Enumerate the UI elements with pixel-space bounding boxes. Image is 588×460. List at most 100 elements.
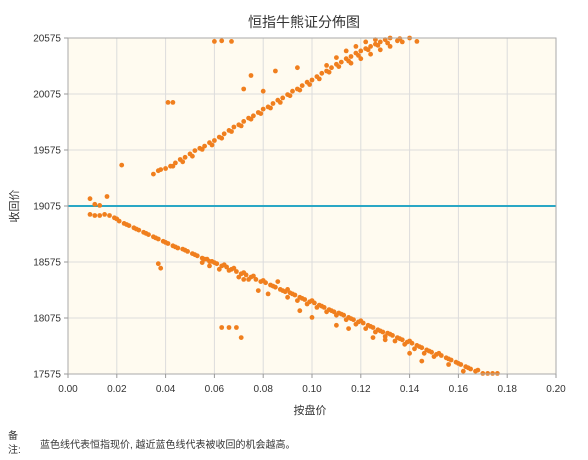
data-point bbox=[192, 148, 198, 154]
data-point bbox=[363, 39, 369, 45]
x-tick-label: 0.20 bbox=[546, 384, 566, 395]
data-point bbox=[338, 59, 344, 65]
data-point bbox=[246, 277, 252, 282]
x-tick-label: 0.10 bbox=[302, 384, 322, 395]
chart-title: 恒指牛熊证分佈图 bbox=[248, 14, 360, 30]
data-point bbox=[151, 171, 156, 177]
data-point bbox=[421, 350, 427, 356]
data-point bbox=[268, 105, 273, 111]
data-point bbox=[241, 270, 247, 275]
data-point bbox=[253, 277, 259, 282]
y-tick-label: 18075 bbox=[33, 314, 61, 325]
data-point bbox=[297, 87, 303, 93]
data-point bbox=[260, 278, 266, 283]
data-point bbox=[377, 39, 383, 45]
data-point bbox=[153, 235, 159, 241]
data-point bbox=[287, 93, 293, 99]
y-tick-label: 20075 bbox=[33, 90, 61, 101]
y-axis-ticks: 17575 18075 18575 19075 19575 20075 20575 bbox=[33, 34, 68, 381]
data-point bbox=[334, 55, 339, 60]
data-point bbox=[236, 274, 242, 280]
data-point bbox=[241, 86, 247, 92]
data-point bbox=[207, 263, 212, 269]
data-point bbox=[226, 325, 232, 330]
bull-bear-scatter-chart: 恒指牛熊证分佈图 0.00 0.02 0.04 0.06 0.08 0.10 0.12 0.1… bbox=[7, 14, 566, 417]
data-point bbox=[324, 309, 329, 315]
data-point bbox=[319, 70, 325, 76]
data-point bbox=[280, 288, 286, 293]
data-point bbox=[221, 131, 227, 137]
data-point bbox=[124, 222, 129, 227]
data-point bbox=[436, 350, 442, 356]
data-point bbox=[202, 143, 208, 149]
data-point bbox=[460, 368, 466, 374]
data-point bbox=[431, 354, 437, 359]
data-point bbox=[387, 331, 393, 337]
data-point bbox=[343, 48, 349, 54]
data-point bbox=[173, 160, 178, 166]
data-point bbox=[212, 138, 217, 143]
data-point bbox=[219, 135, 225, 141]
data-point bbox=[329, 65, 334, 71]
data-point bbox=[199, 260, 205, 265]
data-point bbox=[163, 166, 169, 171]
data-point bbox=[114, 216, 120, 222]
note-label: 备注: bbox=[8, 431, 21, 456]
data-point bbox=[375, 42, 381, 48]
data-point bbox=[265, 291, 271, 297]
data-point bbox=[480, 371, 486, 376]
data-point bbox=[309, 298, 315, 303]
data-point bbox=[297, 308, 303, 314]
x-tick-label: 0.04 bbox=[156, 384, 176, 395]
data-point bbox=[329, 308, 334, 314]
data-point bbox=[212, 260, 217, 265]
data-point bbox=[365, 47, 371, 53]
data-point bbox=[304, 301, 310, 307]
data-point bbox=[241, 119, 247, 124]
data-point bbox=[102, 212, 107, 217]
data-point bbox=[316, 76, 322, 82]
data-point bbox=[363, 326, 369, 331]
data-point bbox=[343, 317, 349, 323]
data-point bbox=[270, 283, 276, 289]
data-point bbox=[358, 48, 364, 54]
data-point bbox=[392, 338, 398, 344]
data-point bbox=[295, 298, 300, 303]
y-tick-label: 20575 bbox=[33, 34, 61, 45]
data-point bbox=[219, 325, 225, 330]
data-point bbox=[387, 44, 393, 49]
data-point bbox=[368, 44, 373, 49]
data-point bbox=[407, 338, 412, 344]
data-point bbox=[241, 277, 247, 282]
y-tick-label: 18575 bbox=[33, 258, 61, 269]
data-point bbox=[277, 100, 283, 105]
data-point bbox=[382, 334, 388, 339]
x-tick-label: 0.18 bbox=[497, 384, 517, 395]
data-point bbox=[368, 324, 373, 329]
x-axis-ticks: 0.00 0.02 0.04 0.06 0.08 0.10 0.12 0.14 0.16 0.18… bbox=[58, 374, 566, 395]
data-point bbox=[475, 367, 481, 373]
data-point bbox=[346, 326, 351, 331]
data-point bbox=[133, 226, 139, 232]
data-point bbox=[190, 153, 195, 159]
data-point bbox=[92, 213, 98, 218]
data-point bbox=[209, 142, 215, 148]
x-tick-label: 0.12 bbox=[351, 384, 371, 395]
data-point bbox=[251, 113, 256, 119]
data-point bbox=[119, 162, 125, 168]
data-point bbox=[348, 60, 354, 66]
y-tick-label: 19575 bbox=[33, 146, 61, 157]
y-axis-label: 收回价 bbox=[7, 190, 21, 223]
data-point bbox=[238, 335, 244, 340]
data-point bbox=[192, 252, 198, 258]
data-point bbox=[490, 371, 495, 376]
note-text: 蓝色线代表恒指现价, 越近蓝色线代表被收回的机会越高。 bbox=[40, 440, 296, 451]
data-point bbox=[199, 147, 205, 152]
data-point bbox=[358, 318, 364, 324]
data-point bbox=[92, 201, 98, 207]
data-point bbox=[370, 335, 376, 340]
data-point bbox=[299, 296, 305, 301]
data-point bbox=[97, 203, 103, 208]
data-point bbox=[212, 39, 217, 44]
data-point bbox=[314, 305, 320, 310]
